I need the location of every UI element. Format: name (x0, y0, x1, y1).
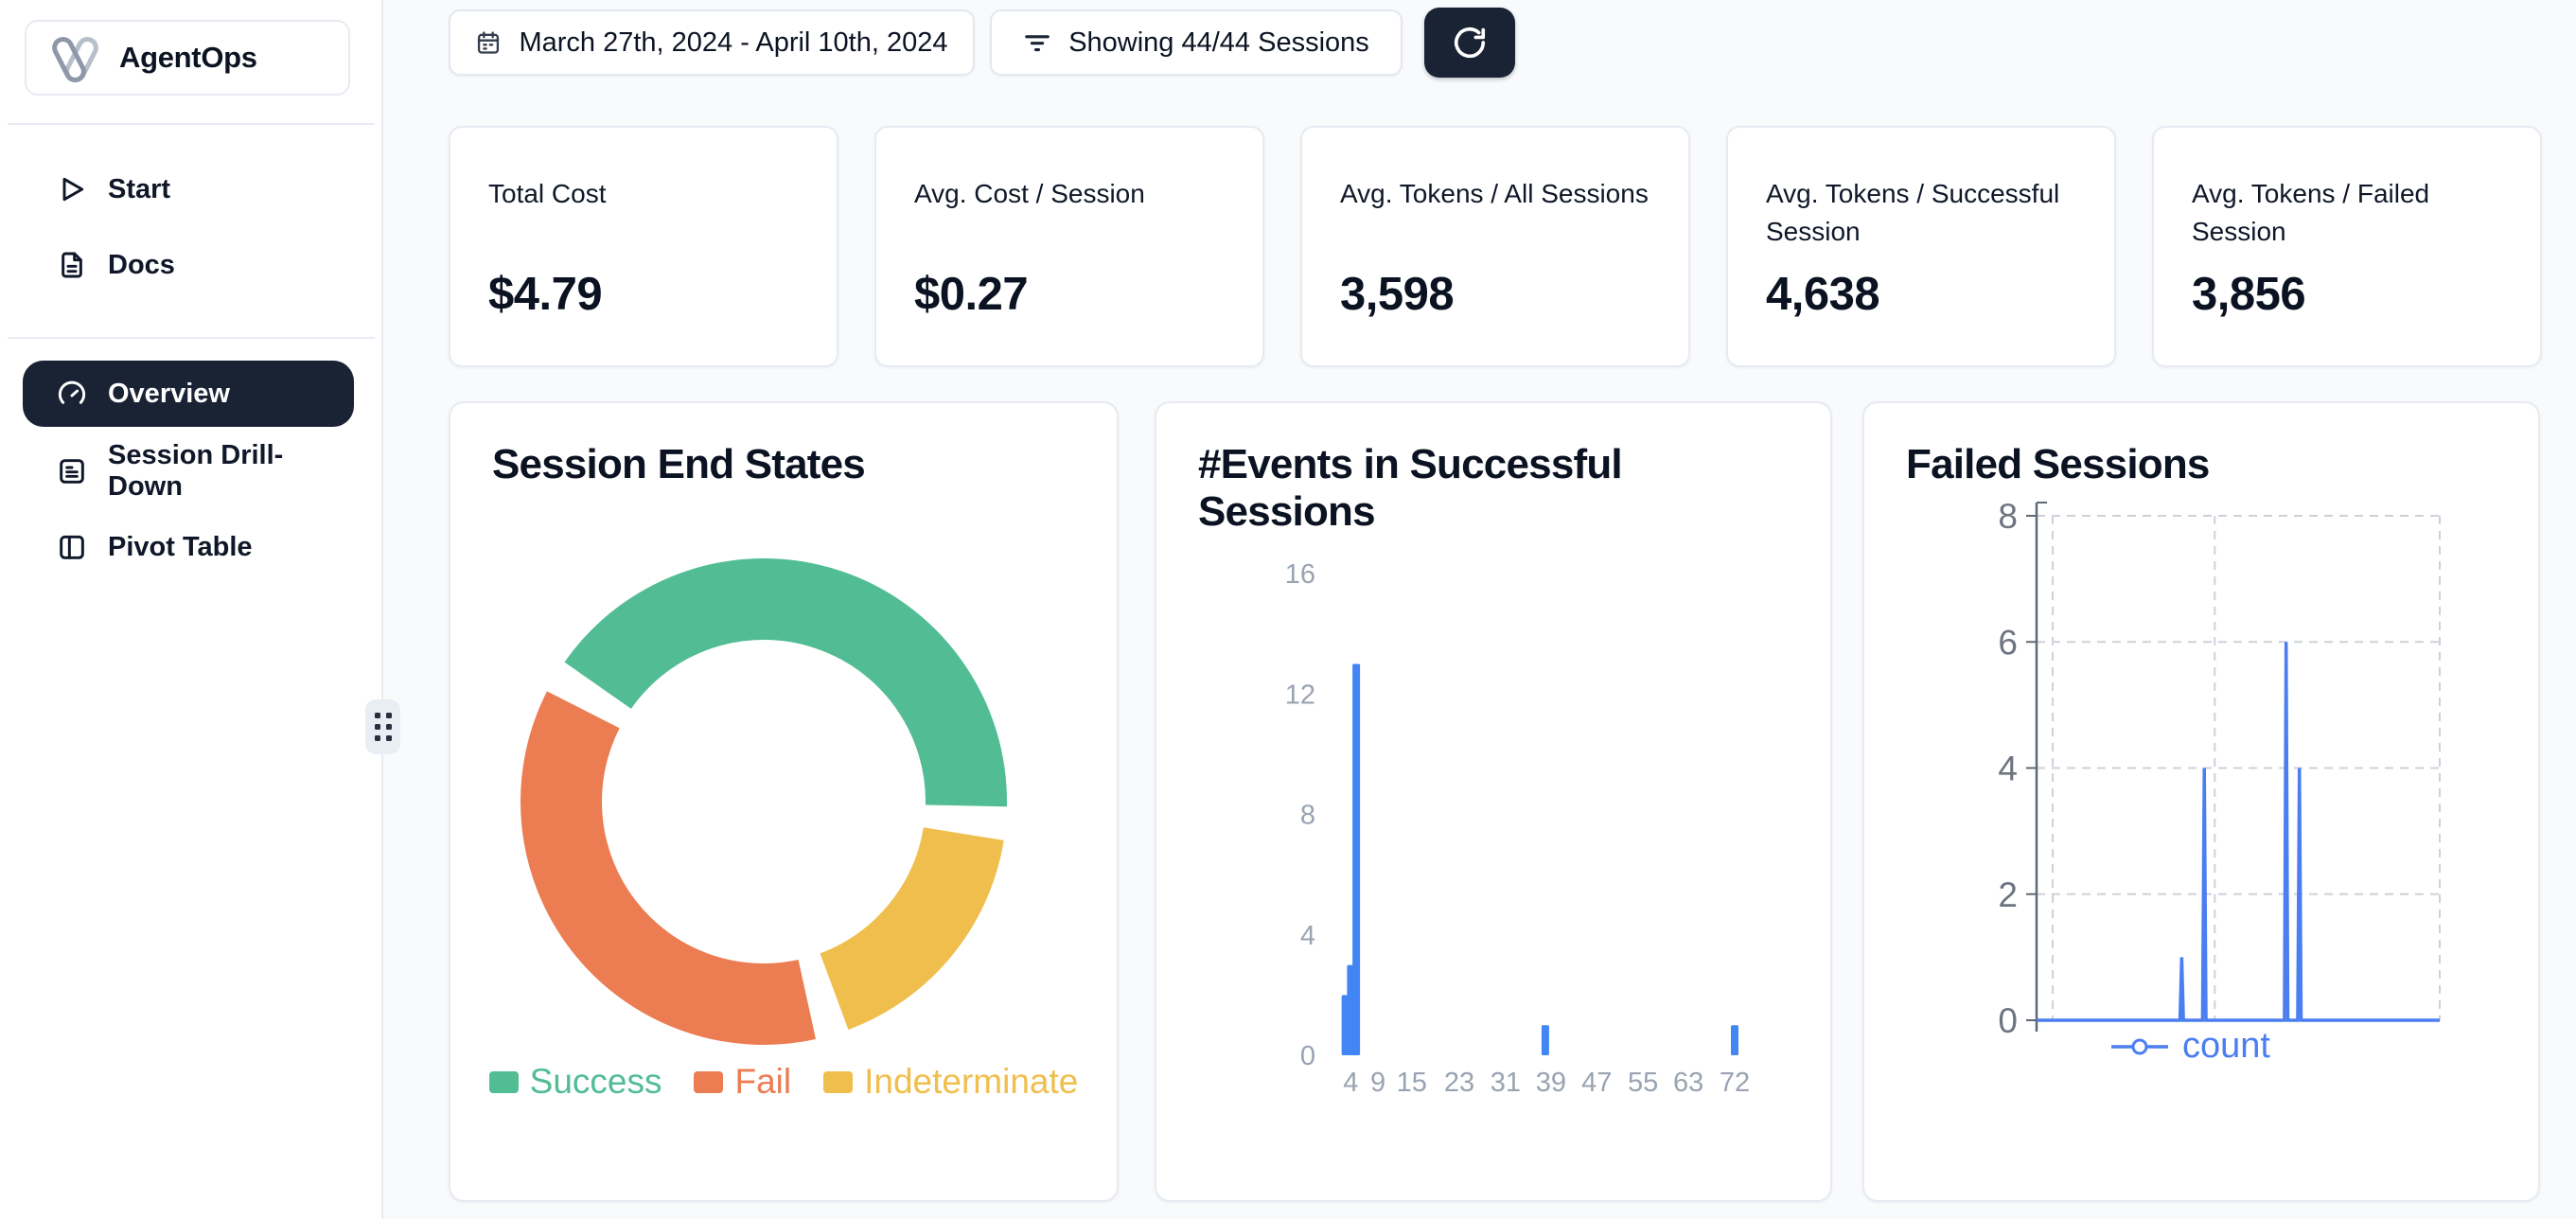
stat-card-avg-tokens-all: Avg. Tokens / All Sessions 3,598 (1300, 126, 1690, 367)
refresh-button[interactable] (1424, 8, 1515, 78)
chart-title: #Events in Successful Sessions (1198, 441, 1623, 535)
failed-sessions-chart-card: Failed Sessions 0 2 4 6 8 count (1862, 401, 2540, 1202)
sessions-filter-label: Showing 44/44 Sessions (1068, 26, 1369, 58)
sidebar-divider (8, 123, 375, 125)
date-range-button[interactable]: March 27th, 2024 - April 10th, 2024 (449, 9, 975, 76)
events-histogram-card: #Events in Successful Sessions 0 4 8 12 16 4 9… (1155, 401, 1832, 1202)
svg-text:15: 15 (1397, 1068, 1427, 1098)
stat-card-avg-tokens-failed: Avg. Tokens / Failed Session 3,856 (2152, 126, 2542, 367)
refresh-icon (1454, 27, 1486, 59)
sidebar-item-label: Pivot Table (108, 531, 253, 562)
svg-text:4: 4 (1998, 750, 2018, 788)
svg-text:6: 6 (1998, 623, 2018, 662)
svg-text:72: 72 (1720, 1068, 1750, 1098)
svg-text:16: 16 (1285, 559, 1315, 590)
svg-text:39: 39 (1536, 1068, 1566, 1098)
sidebar: AgentOps Start Docs Overview Session Dri… (0, 0, 383, 1219)
agentops-logo-icon (52, 37, 98, 82)
stat-label: Avg. Cost / Session (914, 179, 1145, 208)
stat-label: Avg. Tokens / Failed Session (2192, 179, 2430, 246)
stat-label: Avg. Tokens / All Sessions (1340, 179, 1649, 208)
svg-text:8: 8 (1300, 801, 1315, 831)
legend-swatch (694, 1070, 724, 1093)
svg-text:12: 12 (1285, 680, 1315, 710)
line-legend-marker-icon (2111, 1038, 2168, 1054)
agentops-logo[interactable]: AgentOps (25, 20, 350, 96)
count-legend-label: count (2182, 1026, 2270, 1066)
svg-text:8: 8 (1998, 497, 2018, 536)
sidebar-item-label: Session Drill-Down (108, 440, 284, 502)
stat-card-avg-cost-session: Avg. Cost / Session $0.27 (874, 126, 1264, 367)
filter-lines-icon (1025, 35, 1050, 52)
legend-swatch (488, 1070, 519, 1093)
sidebar-resize-handle[interactable] (365, 699, 400, 754)
stat-value: 3,856 (2192, 269, 2306, 320)
svg-text:0: 0 (1998, 1001, 2018, 1040)
svg-text:4: 4 (1343, 1068, 1358, 1098)
sidebar-item-overview[interactable]: Overview (23, 361, 354, 427)
sidebar-divider (8, 337, 375, 339)
gauge-icon (58, 380, 86, 404)
donut-legend: Success Fail Indeterminate (450, 1062, 1117, 1102)
date-range-label: March 27th, 2024 - April 10th, 2024 (519, 26, 948, 58)
calendar-icon (478, 31, 500, 54)
stat-value: $0.27 (914, 269, 1029, 320)
legend-swatch (823, 1070, 854, 1093)
sidebar-item-pivot-table[interactable]: Pivot Table (23, 514, 354, 580)
sidebar-item-session-drill-down[interactable]: Session Drill-Down (23, 438, 354, 504)
legend-item-fail: Fail (694, 1062, 791, 1102)
stat-card-avg-tokens-successful: Avg. Tokens / Successful Session 4,638 (1726, 126, 2116, 367)
svg-text:0: 0 (1300, 1041, 1315, 1071)
sidebar-item-label: Overview (108, 378, 230, 409)
sidebar-item-label: Start (108, 173, 171, 204)
svg-text:4: 4 (1300, 921, 1315, 951)
legend-label: Success (529, 1062, 662, 1101)
svg-text:9: 9 (1370, 1068, 1385, 1098)
stat-label: Total Cost (488, 179, 607, 208)
play-icon (62, 177, 84, 202)
stat-value: 4,638 (1766, 269, 1880, 320)
sidebar-item-start[interactable]: Start (23, 156, 354, 222)
legend-item-indeterminate: Indeterminate (823, 1062, 1078, 1102)
svg-text:47: 47 (1581, 1068, 1612, 1098)
session-end-states-chart-card: Session End States Success Fail Indeterm… (449, 401, 1119, 1202)
logo-text: AgentOps (119, 41, 257, 74)
stat-value: 3,598 (1340, 269, 1455, 320)
sidebar-item-docs[interactable]: Docs (23, 232, 354, 298)
chart-title: Session End States (492, 441, 866, 487)
stat-value: $4.79 (488, 269, 603, 320)
stat-card-total-cost: Total Cost $4.79 (449, 126, 838, 367)
stat-label: Avg. Tokens / Successful Session (1766, 179, 2060, 246)
legend-item-success: Success (488, 1062, 662, 1102)
panel-left-icon (60, 535, 84, 559)
session-end-states-donut (520, 558, 1007, 1045)
legend-label: Fail (734, 1062, 792, 1101)
svg-text:63: 63 (1673, 1068, 1703, 1098)
sessions-filter-button[interactable]: Showing 44/44 Sessions (990, 9, 1403, 76)
sidebar-item-label: Docs (108, 249, 175, 280)
svg-text:2: 2 (1998, 875, 2018, 914)
legend-label: Indeterminate (864, 1062, 1079, 1101)
menu-square-icon (60, 459, 84, 484)
failed-sessions-line-chart: 0 2 4 6 8 (1998, 497, 2441, 1040)
svg-text:23: 23 (1444, 1068, 1474, 1098)
count-legend[interactable]: count (2108, 1026, 2270, 1067)
svg-text:31: 31 (1491, 1068, 1521, 1098)
svg-text:55: 55 (1628, 1068, 1658, 1098)
file-text-icon (62, 252, 82, 278)
chart-title: Failed Sessions (1906, 441, 2210, 487)
